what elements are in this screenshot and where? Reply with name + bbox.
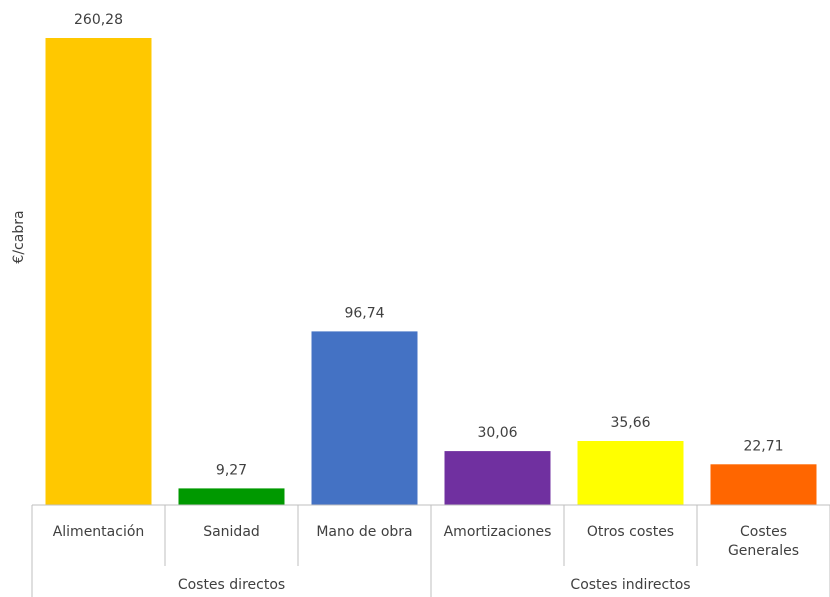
value-label-0: 260,28	[74, 12, 123, 28]
value-label-4: 35,66	[610, 415, 650, 431]
value-label-2: 96,74	[344, 305, 384, 321]
value-label-3: 30,06	[477, 425, 517, 441]
value-labels: 260,28 9,27 96,74 30,06 35,66 22,71	[74, 12, 784, 478]
group-labels: Costes directos Costes indirectos	[178, 577, 691, 593]
x-axis	[31, 504, 830, 597]
group-label-0: Costes directos	[178, 577, 285, 593]
category-label-4: Otros costes	[587, 524, 674, 540]
category-label-0: Alimentación	[53, 524, 145, 540]
y-axis-label: €/cabra	[11, 210, 27, 263]
bars	[45, 38, 817, 505]
group-label-1: Costes indirectos	[570, 577, 690, 593]
value-label-5: 22,71	[743, 438, 783, 454]
bar-2	[311, 331, 418, 505]
category-label-1: Sanidad	[203, 524, 260, 540]
bar-0	[45, 38, 152, 505]
bar-4	[577, 441, 684, 505]
bar-5	[710, 464, 817, 505]
category-label-5: Costes Generales	[728, 524, 799, 559]
category-label-2: Mano de obra	[316, 524, 412, 540]
bar-1	[178, 488, 285, 505]
value-label-1: 9,27	[216, 462, 247, 478]
category-label-3: Amortizaciones	[444, 524, 552, 540]
category-labels: Alimentación Sanidad Mano de obra Amortizac…	[53, 524, 799, 559]
bar-3	[444, 451, 551, 505]
